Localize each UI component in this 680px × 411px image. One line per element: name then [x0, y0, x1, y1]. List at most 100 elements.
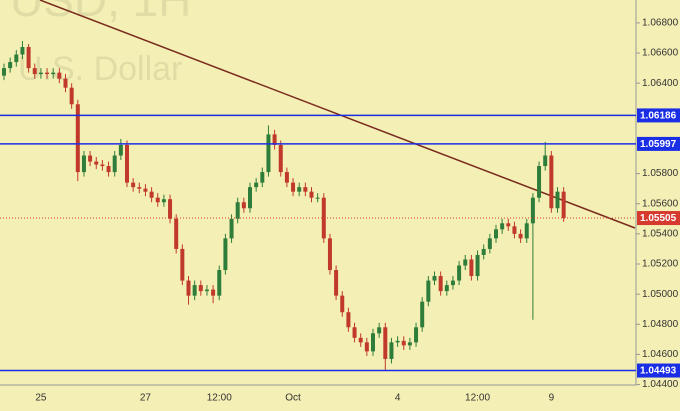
candle-body [321, 197, 326, 239]
level-label: 1.06186 [640, 111, 677, 122]
candle-body [180, 248, 185, 281]
y-tick-label: 1.04800 [642, 319, 679, 330]
candle-body [438, 276, 443, 292]
candle-body [383, 327, 388, 359]
candle-body [494, 229, 498, 239]
y-tick-label: 1.06800 [642, 18, 679, 29]
candle-body [561, 191, 566, 219]
level-badge [637, 363, 680, 378]
candle-body [420, 301, 425, 328]
trend-line [39, 0, 636, 229]
candle-body [395, 340, 400, 343]
candle-body [137, 187, 142, 189]
candle-body [32, 68, 37, 75]
candle-body [51, 72, 56, 75]
y-tick-label: 1.05600 [642, 198, 679, 209]
candle-body [131, 182, 136, 188]
x-tick-label: 9 [549, 393, 555, 404]
candle-body [235, 202, 240, 219]
y-tick-label: 1.06400 [642, 78, 679, 89]
candle-body [284, 172, 289, 183]
y-tick-label: 1.04400 [642, 379, 679, 390]
x-tick-label: Oct [285, 393, 301, 404]
candle-body [217, 270, 222, 296]
candle-body [414, 327, 419, 343]
candle-body [426, 280, 431, 302]
candle-body [469, 259, 474, 277]
candle-body [543, 155, 548, 167]
level-label: 1.04493 [640, 366, 677, 377]
candle-body [149, 191, 154, 198]
candle-body [487, 238, 492, 249]
level-label: 1.05997 [640, 139, 677, 150]
candle-body [75, 104, 80, 173]
watermark-symbol: USD, 1H [10, 0, 191, 26]
candle-body [340, 295, 345, 313]
candle-body [57, 72, 62, 79]
candle-body [377, 327, 382, 334]
candle-body [272, 134, 277, 145]
candle-body [506, 223, 511, 227]
candle-body [352, 327, 357, 338]
candle-body [518, 233, 523, 239]
candle-body [524, 223, 529, 239]
candle-body [450, 280, 455, 286]
candle-body [38, 72, 43, 75]
level-label: 1.05505 [640, 213, 677, 224]
candle-body [481, 248, 486, 255]
candle-body [125, 144, 129, 183]
candle-body [309, 191, 314, 198]
candle-body [444, 285, 449, 292]
x-tick-label: 12:00 [207, 393, 232, 404]
candle-body [401, 340, 406, 346]
candle-body [364, 342, 369, 352]
candle-body [174, 218, 179, 249]
candle-body [63, 78, 68, 88]
candle-body [81, 155, 86, 173]
candle-body [297, 187, 302, 192]
x-tick-label: 12:00 [465, 393, 490, 404]
candle-body [389, 342, 394, 359]
y-tick-label: 1.06600 [642, 48, 679, 59]
candle-body [168, 199, 173, 219]
candle-body [186, 280, 191, 296]
y-tick-label: 1.04600 [642, 349, 679, 360]
candle-body [69, 87, 74, 105]
candle-body [530, 197, 535, 224]
y-tick-label: 1.05000 [642, 289, 679, 300]
level-badge [637, 108, 680, 123]
candle-body [211, 289, 216, 296]
candle-body [26, 47, 31, 69]
candle-body [20, 47, 25, 55]
y-tick-label: 1.05200 [642, 259, 679, 270]
candle-body [155, 197, 160, 203]
candle-body [303, 187, 308, 192]
candle-body [254, 182, 259, 188]
candle-body [457, 265, 462, 281]
candle-body [549, 155, 554, 209]
candle-body [118, 144, 123, 156]
candle-body [278, 144, 283, 173]
candle-body [94, 161, 99, 165]
x-tick-label: 27 [140, 393, 152, 404]
candle-body [475, 254, 480, 277]
watermark-name: U.S. Dollar [18, 50, 182, 88]
candle-body [229, 218, 234, 239]
x-tick-label: 4 [395, 393, 401, 404]
candle-body [143, 188, 148, 192]
candle-body [512, 226, 517, 234]
level-badge [637, 211, 680, 226]
candle-body [100, 164, 105, 167]
candle-body [161, 199, 166, 203]
candle-body [537, 166, 542, 198]
candle-body [346, 312, 351, 328]
candle-body [2, 68, 6, 76]
candle-body [192, 285, 197, 296]
y-tick-label: 1.05400 [642, 229, 679, 240]
candle-body [327, 238, 332, 271]
candle-body [371, 333, 375, 352]
level-badge [637, 136, 680, 151]
candle-body [334, 270, 339, 296]
